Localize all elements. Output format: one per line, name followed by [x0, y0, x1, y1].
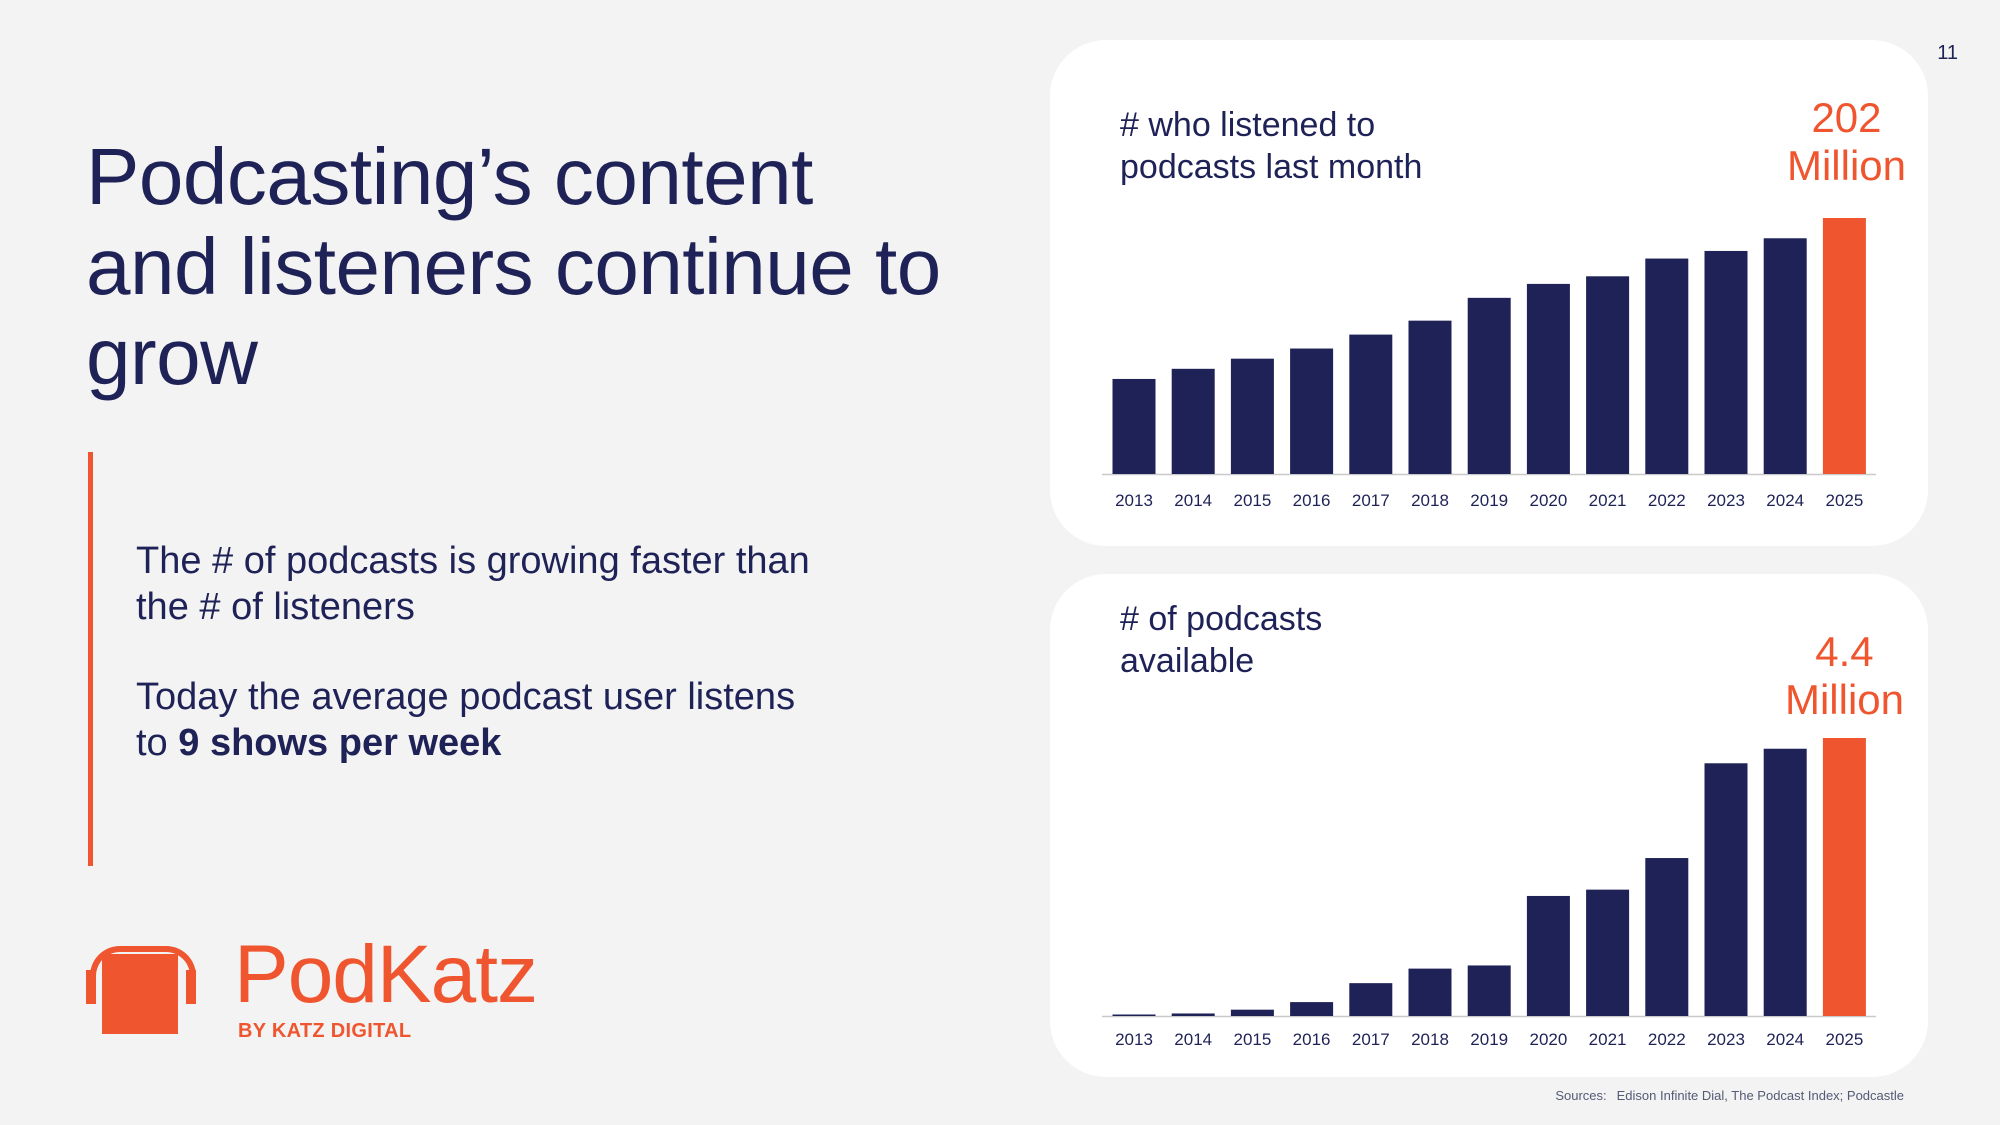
- bullet-list: The # of podcasts is growing faster than…: [136, 538, 836, 810]
- listeners-bar-2025: [1822, 218, 1866, 474]
- listeners-tick-label: 2013: [1115, 491, 1153, 510]
- listeners-bar-2020: [1526, 283, 1570, 474]
- listeners-tick-label: 2019: [1470, 491, 1508, 510]
- listeners-tick-label: 2014: [1174, 491, 1212, 510]
- podcasts-tick-label: 2013: [1115, 1030, 1153, 1049]
- listeners-tick-label: 2018: [1411, 491, 1449, 510]
- listeners-bar-2014: [1171, 368, 1215, 474]
- podcasts-bar-2013: [1112, 1014, 1156, 1016]
- podcasts-bar-2024: [1763, 748, 1807, 1016]
- listeners-bar-2022: [1645, 258, 1689, 474]
- podcasts-bar-2015: [1230, 1009, 1274, 1016]
- listeners-bar-2015: [1230, 358, 1274, 474]
- podcasts-tick-label: 2022: [1648, 1030, 1686, 1049]
- podcasts-bar-2017: [1349, 983, 1393, 1016]
- listeners-tick-label: 2015: [1233, 491, 1271, 510]
- listeners-tick-label: 2016: [1293, 491, 1331, 510]
- sources-note: Sources: Edison Infinite Dial, The Podcas…: [1545, 1088, 1904, 1103]
- headphones-icon: [86, 942, 196, 1034]
- sources-text: Edison Infinite Dial, The Podcast Index;…: [1616, 1088, 1904, 1103]
- listeners-chart: 2013 2014 2015 2016 2017 2018 2019 2020 2021 2022…: [1102, 218, 1876, 510]
- podcasts-tick-label: 2020: [1529, 1030, 1567, 1049]
- listeners-bar-2016: [1290, 348, 1334, 474]
- listeners-bar-2018: [1408, 320, 1452, 474]
- podcasts-bar-2014: [1171, 1013, 1215, 1016]
- podcasts-tick-label: 2014: [1174, 1030, 1212, 1049]
- listeners-tick-label: 2023: [1707, 491, 1745, 510]
- logo-tagline: BY KATZ DIGITAL: [238, 1020, 412, 1042]
- listeners-chart-callout: 202 Million: [1786, 94, 1906, 189]
- listeners-bar-2023: [1704, 250, 1748, 474]
- podcasts-tick-label: 2019: [1470, 1030, 1508, 1049]
- podcasts-tick-label: 2021: [1589, 1030, 1627, 1049]
- podcasts-chart: 2013 2014 2015 2016 2017 2018 2019 2020 2021 2022…: [1102, 738, 1876, 1049]
- bullet-listening: Today the average podcast user listens t…: [136, 674, 836, 766]
- podcasts-chart-callout: 4.4 Million: [1784, 628, 1904, 723]
- accent-rule: [88, 452, 93, 866]
- listeners-tick-label: 2024: [1766, 491, 1804, 510]
- listeners-tick-label: 2017: [1352, 491, 1390, 510]
- podcasts-bar-2025: [1822, 738, 1866, 1016]
- listeners-bar-2021: [1586, 276, 1630, 474]
- podcasts-bar-2022: [1645, 858, 1689, 1016]
- podcasts-bar-2016: [1290, 1002, 1334, 1016]
- bullet-growth: The # of podcasts is growing faster than…: [136, 540, 810, 628]
- podcasts-tick-label: 2023: [1707, 1030, 1745, 1049]
- listeners-bar-2019: [1467, 297, 1511, 474]
- listeners-tick-label: 2025: [1825, 491, 1863, 510]
- podcasts-tick-label: 2017: [1352, 1030, 1390, 1049]
- listeners-bar-2017: [1349, 334, 1393, 474]
- listeners-chart-title: # who listened to podcasts last month: [1120, 106, 1423, 186]
- podcasts-bar-2020: [1526, 895, 1570, 1016]
- logo-wordmark: PodKatz: [234, 929, 538, 1020]
- bullet-listening-emphasis: 9 shows per week: [178, 722, 502, 764]
- listeners-tick-label: 2020: [1529, 491, 1567, 510]
- podcasts-bar-2023: [1704, 763, 1748, 1016]
- listeners-chart-card: # who listened to podcasts last month 20…: [1050, 40, 1928, 546]
- podcasts-tick-label: 2015: [1233, 1030, 1271, 1049]
- podcasts-tick-label: 2025: [1825, 1030, 1863, 1049]
- bullet-listening-text: Today the average podcast user listens t…: [136, 676, 796, 764]
- podcasts-bar-2019: [1467, 965, 1511, 1016]
- podcasts-bar-2021: [1586, 889, 1630, 1016]
- podcasts-tick-label: 2016: [1293, 1030, 1331, 1049]
- podcasts-tick-label: 2018: [1411, 1030, 1449, 1049]
- podcasts-tick-label: 2024: [1766, 1030, 1804, 1049]
- podcasts-chart-card: # of podcasts available 4.4 Million 2013…: [1050, 574, 1928, 1077]
- page-title: Podcasting’s content and listeners conti…: [86, 132, 941, 401]
- podcasts-chart-title: # of podcasts available: [1120, 600, 1323, 680]
- listeners-tick-label: 2021: [1589, 491, 1627, 510]
- listeners-bar-2024: [1763, 238, 1807, 474]
- listeners-bar-2013: [1112, 378, 1156, 474]
- podcasts-bar-2018: [1408, 968, 1452, 1016]
- sources-label: Sources:: [1555, 1088, 1607, 1103]
- page-number: 11: [1937, 42, 1958, 64]
- listeners-tick-label: 2022: [1648, 491, 1686, 510]
